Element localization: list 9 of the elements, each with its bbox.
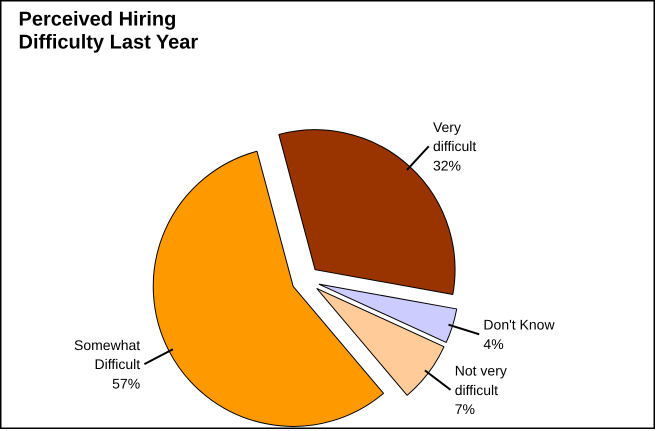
data-label: 7% [454, 401, 475, 418]
slice-label: Somewhat Difficult [74, 336, 140, 372]
data-label: 4% [483, 336, 504, 352]
slice-label: Not very difficult [454, 362, 507, 398]
slice-label: Don't Know [483, 316, 556, 333]
data-label: 57% [112, 375, 140, 392]
slice-label: Very difficult [432, 119, 476, 154]
chart-title: Perceived Hiring Difficulty Last Year [18, 8, 198, 54]
data-label: 32% [432, 157, 461, 174]
